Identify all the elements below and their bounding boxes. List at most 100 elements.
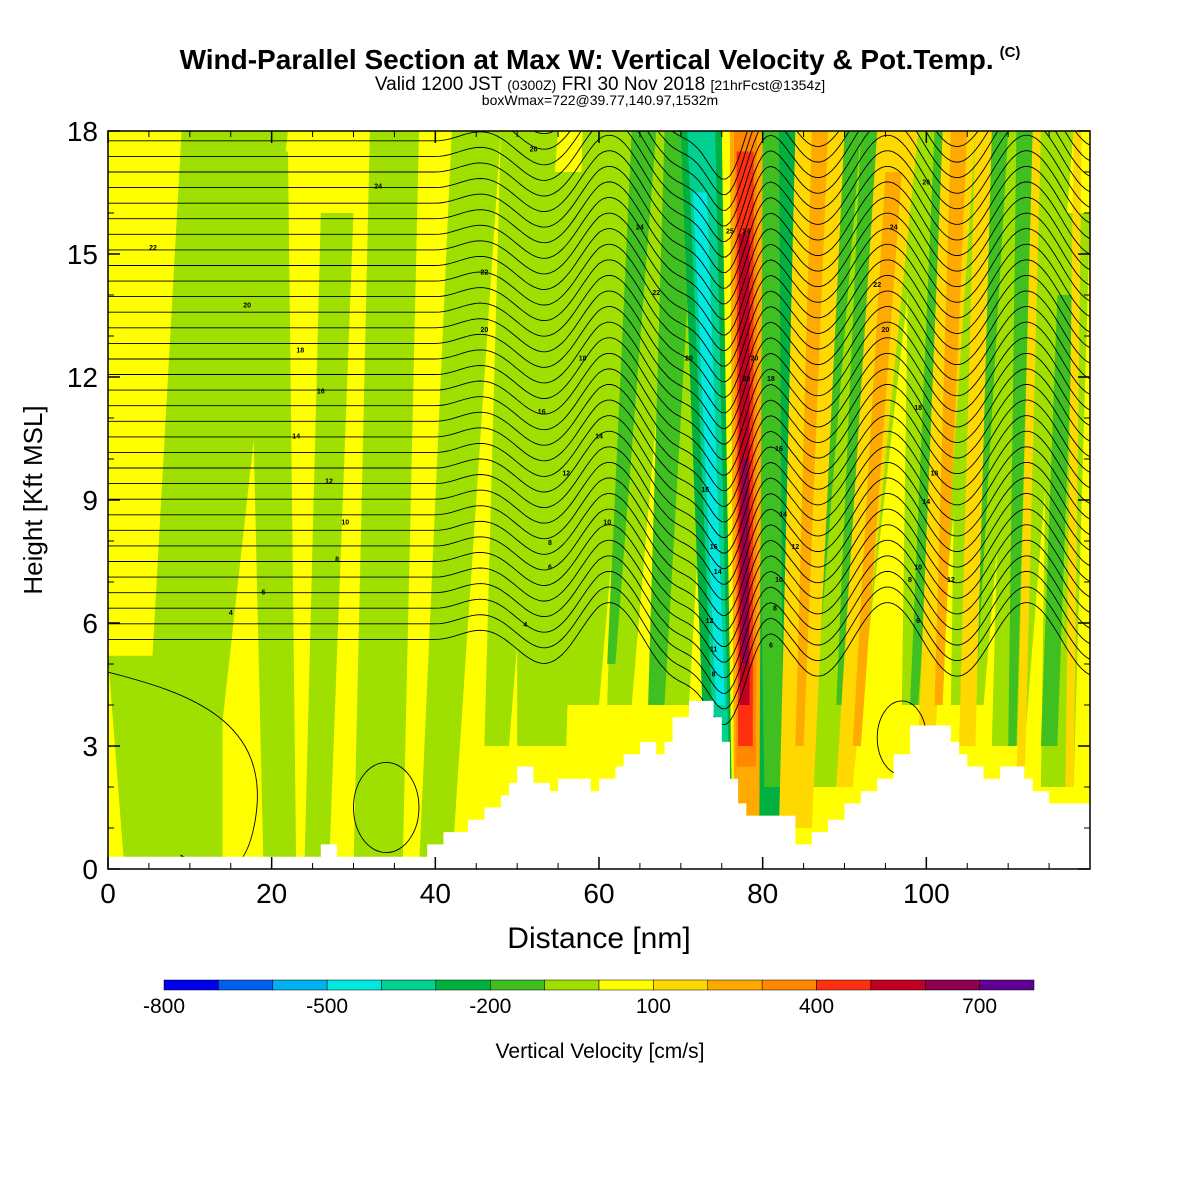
y-tick-label: 3 <box>82 731 98 762</box>
theta-contour-line <box>108 555 1090 679</box>
theta-contour-label: 16 <box>710 544 718 551</box>
colorbar-swatch <box>707 979 763 991</box>
theta-contour-label: 6 <box>769 643 773 650</box>
colorbar-tick-label: -800 <box>143 995 185 1018</box>
theta-contour-label: 8 <box>548 540 552 547</box>
theta-contour-line <box>108 243 1090 367</box>
colorbar-swatch <box>870 979 926 991</box>
theta-contour-label: 22 <box>149 245 157 252</box>
theta-contour-line <box>108 337 1090 461</box>
colorbar-swatch <box>272 979 328 991</box>
theta-contour-label: 8 <box>335 557 339 564</box>
theta-contour-label: 14 <box>595 434 603 441</box>
title-main: Wind-Parallel Section at Max W: Vertical… <box>179 44 994 75</box>
strong-downdraft-streak <box>1040 295 1074 746</box>
theta-contour-line <box>108 539 1090 663</box>
x-tick-label: 80 <box>747 878 778 909</box>
theta-contour-label: 20 <box>751 356 759 363</box>
downdraft-region <box>247 151 297 869</box>
theta-contour-label: 8 <box>908 577 912 584</box>
downdraft-region <box>353 131 419 869</box>
valid-date: FRI 30 Nov 2018 <box>561 74 706 95</box>
downdraft-region <box>517 172 583 746</box>
theta-contour-line <box>108 461 1090 585</box>
updraft-streak <box>1065 131 1082 787</box>
theta-contour-line <box>108 508 1090 632</box>
colorbar-tick-label: 100 <box>636 995 671 1018</box>
theta-contour-label: 24 <box>374 183 382 190</box>
boxwmax-info: boxWmax=722@39.77,140.97,1532m <box>481 92 719 108</box>
theta-contour-label: 14 <box>714 569 722 576</box>
theta-contour-line <box>108 586 1090 710</box>
theta-contour-line <box>108 181 1090 305</box>
theta-contour-label: 16 <box>775 446 783 453</box>
theta-contour-line <box>108 259 1090 383</box>
theta-contour-line <box>108 197 1090 320</box>
colorbar: -800 -500 -200 100 400 700 <box>143 979 1035 1018</box>
theta-contour-label: 24 <box>742 229 750 236</box>
colorbar-swatch <box>381 979 437 991</box>
theta-contour-line <box>108 399 1090 523</box>
colorbar-tick-label: -200 <box>469 995 511 1018</box>
theta-contour-line <box>108 290 1090 414</box>
colorbar-swatch <box>598 979 654 991</box>
chart-title: Wind-Parallel Section at Max W: Vertical… <box>0 44 1200 76</box>
theta-contour-label: 10 <box>341 520 349 527</box>
updraft-peak <box>742 459 748 664</box>
theta-contour-label: 12 <box>562 470 570 477</box>
moderate-updraft-streak <box>934 131 968 705</box>
downdraft-region <box>108 131 174 656</box>
colorbar-swatch <box>761 979 817 991</box>
theta-contour-label: 20 <box>742 376 750 383</box>
colorbar-swatch <box>490 979 545 991</box>
updraft-streak <box>959 131 992 746</box>
theta-contour-label: 12 <box>325 479 333 486</box>
theta-contour-line <box>108 368 1090 492</box>
colorbar-swatch <box>435 979 491 991</box>
theta-contour-label: 22 <box>652 290 660 297</box>
valid-utc: (0300Z) <box>507 77 557 93</box>
theta-contour-labels: 2220181614121086424262220181612141086424… <box>149 147 955 679</box>
theta-contour-label: 24 <box>890 224 898 231</box>
y-tick-label: 9 <box>82 485 98 516</box>
theta-contour-line <box>108 602 1090 725</box>
y-axis-label: Height [Kft MSL] <box>18 405 48 594</box>
theta-contour-label: 20 <box>243 302 251 309</box>
terrain <box>108 700 1090 869</box>
theta-contour-label: 18 <box>579 356 587 363</box>
updraft-streak <box>1016 131 1041 787</box>
y-tick-label: 0 <box>82 854 98 885</box>
theta-contour-line <box>108 571 1090 694</box>
theta-contour-label: 12 <box>947 577 955 584</box>
theta-contour-label: 16 <box>702 487 710 494</box>
theta-contour-line <box>108 446 1090 570</box>
chart-subtitle-valid: Valid 1200 JST (0300Z) FRI 30 Nov 2018 [… <box>0 74 1200 96</box>
downdraft-region <box>304 213 354 869</box>
theta-contour-label: 24 <box>636 224 644 231</box>
terrain-mask <box>108 700 1090 869</box>
y-tick-label: 6 <box>82 608 98 639</box>
theta-contour-label: 6 <box>262 589 266 596</box>
moderate-updraft-streak <box>852 172 902 746</box>
strong-downdraft-streak <box>648 131 698 705</box>
theta-contour-line <box>108 131 1090 242</box>
colorbar-swatch <box>979 979 1035 991</box>
y-tick-label: 15 <box>67 239 98 270</box>
theta-contour-line <box>108 306 1090 429</box>
theta-contour-line <box>108 228 1090 351</box>
colorbar-swatch <box>163 979 219 991</box>
theta-contour-label: 16 <box>931 470 939 477</box>
colorbar-swatch <box>653 979 709 991</box>
theta-contour-line <box>108 275 1090 398</box>
theta-contour-label: 16 <box>317 388 325 395</box>
theta-contour-line <box>108 352 1090 476</box>
colorbar-swatch <box>218 979 274 991</box>
colorbar-swatch <box>326 979 382 991</box>
colorbar-tick-label: 400 <box>799 995 834 1018</box>
theta-contour-line <box>108 212 1090 336</box>
theta-contour-label: 14 <box>779 511 787 518</box>
x-tick-label: 100 <box>903 878 950 909</box>
colorbar-swatch <box>816 979 872 991</box>
theta-contour-label: 22 <box>873 282 881 289</box>
theta-contour-label: 4 <box>229 610 233 617</box>
